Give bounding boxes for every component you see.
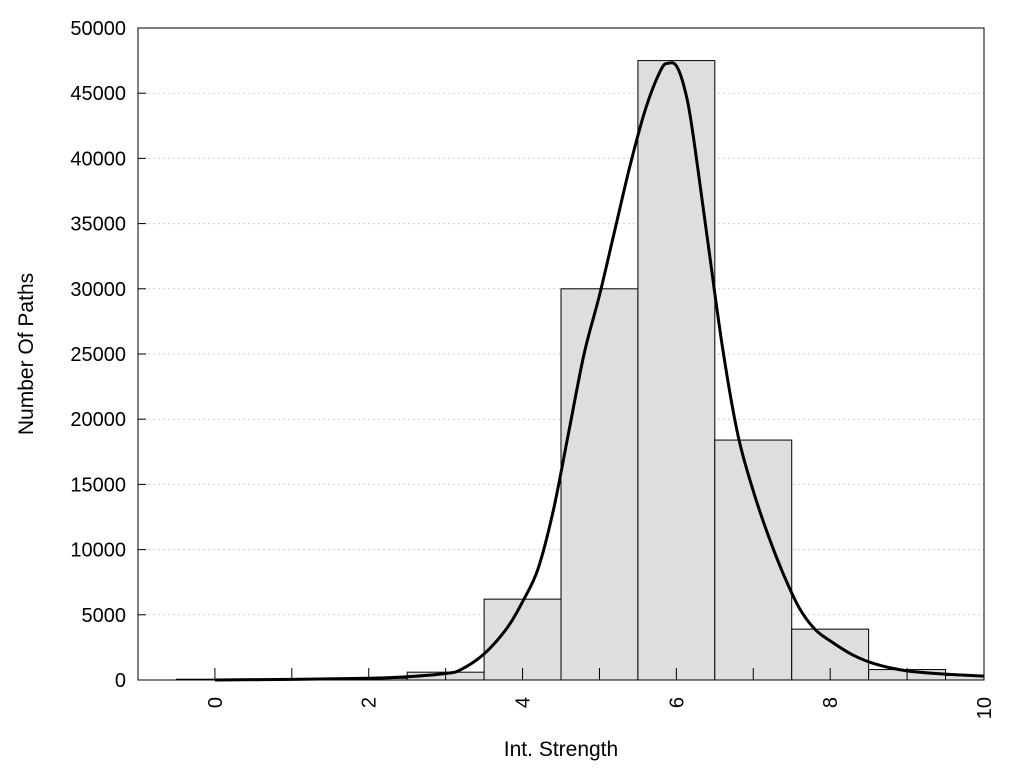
- x-tick-labels: 0 2 4 6 8 10: [205, 697, 996, 719]
- y-tick-label: 20000: [70, 409, 126, 431]
- y-tick-label: 0: [115, 670, 126, 692]
- grid-lines: [138, 92, 984, 616]
- y-tick-label: 5000: [82, 605, 127, 627]
- y-tick-label: 30000: [70, 279, 126, 301]
- axis-ticks: [138, 27, 985, 681]
- density-curve: [214, 61, 985, 682]
- y-tick-label: 15000: [70, 474, 126, 496]
- histogram-bar: [483, 598, 562, 681]
- y-tick-label: 50000: [70, 18, 126, 40]
- y-tick-label: 45000: [70, 83, 126, 105]
- y-tick-label: 35000: [70, 214, 126, 236]
- x-tick-label: 6: [666, 697, 688, 708]
- x-tick-label: 4: [513, 697, 535, 708]
- x-tick-label: 0: [205, 697, 227, 708]
- x-tick-label: 2: [359, 697, 381, 708]
- histogram-bar: [560, 288, 639, 681]
- y-tick-labels: 0 5000 10000 15000 20000 25000 30000 35000 40000…: [70, 18, 126, 692]
- x-axis-title: Int. Strength: [504, 738, 618, 761]
- y-axis-title: Number Of Paths: [15, 273, 38, 435]
- y-tick-label: 25000: [70, 344, 126, 366]
- histogram-bar: [714, 439, 793, 681]
- y-tick-label: 40000: [70, 148, 126, 170]
- x-tick-label: 10: [974, 697, 996, 719]
- histogram-bar: [637, 60, 716, 681]
- y-tick-label: 10000: [70, 540, 126, 562]
- x-tick-label: 8: [820, 697, 842, 708]
